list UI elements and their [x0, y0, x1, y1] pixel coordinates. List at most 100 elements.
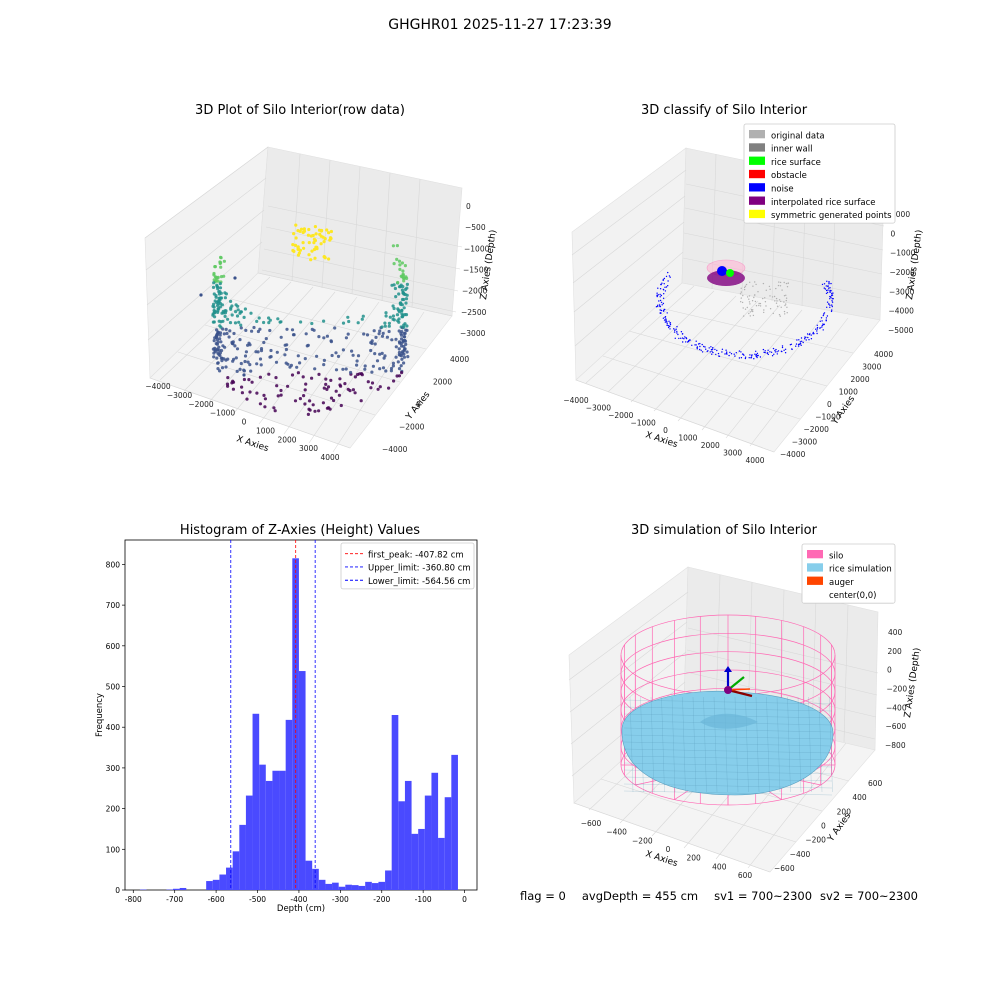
noise-point [822, 329, 824, 331]
data-point [307, 241, 311, 245]
noise-point [676, 330, 678, 333]
data-point [401, 340, 405, 344]
data-point [397, 340, 402, 344]
data-point [329, 396, 334, 400]
noise-point [825, 319, 827, 321]
data-point [334, 351, 338, 355]
data-point [276, 394, 280, 398]
data-point [294, 236, 298, 240]
data-point [236, 304, 240, 308]
data-point [394, 295, 398, 299]
data-point [334, 368, 339, 372]
noise-point [655, 306, 658, 308]
noise-point [781, 346, 784, 349]
histogram-bar [424, 795, 432, 890]
noise-point [796, 339, 798, 341]
data-point [231, 387, 235, 391]
noise-point [656, 292, 658, 294]
noise-point [831, 298, 833, 300]
rice-surface-cluster [726, 269, 734, 277]
original-point [748, 298, 750, 300]
data-point [233, 321, 238, 325]
data-point [387, 329, 391, 334]
original-point [773, 295, 776, 298]
data-point [402, 352, 406, 356]
z-tick-label: 1000 [891, 210, 910, 219]
data-point [218, 286, 223, 290]
data-point [298, 397, 302, 401]
noise-point [711, 350, 713, 352]
noise-point [726, 351, 728, 353]
noise-point [823, 287, 825, 289]
x-tick-label: −200 [632, 836, 653, 845]
data-point [224, 292, 228, 296]
data-point [394, 345, 398, 349]
data-point [224, 365, 228, 369]
data-point [329, 378, 333, 382]
noise-point [831, 294, 834, 296]
data-point [298, 361, 302, 365]
data-point [378, 329, 382, 333]
noise-point [821, 324, 823, 327]
data-point [216, 330, 220, 334]
data-point [321, 401, 325, 405]
data-point [395, 374, 399, 378]
data-point [397, 329, 401, 333]
panel-1-title: 3D Plot of Silo Interior(row data) [195, 103, 405, 118]
data-point [254, 350, 258, 354]
data-point [375, 359, 380, 363]
noise-point [669, 323, 672, 326]
noise-point [823, 313, 825, 315]
panel-1-points [199, 223, 410, 416]
original-point [775, 287, 777, 290]
data-point [286, 384, 290, 388]
noise-point [784, 348, 787, 350]
noise-point [757, 354, 759, 357]
data-point [347, 319, 351, 324]
original-point [749, 315, 751, 317]
data-point [324, 382, 328, 386]
noise-point [730, 353, 733, 355]
x-tick-label: -100 [415, 895, 432, 904]
y-tick-label: 2000 [851, 375, 870, 384]
data-point [400, 261, 404, 265]
histogram-bar [444, 797, 452, 890]
data-point [322, 386, 326, 390]
legend-swatch [749, 183, 765, 192]
histogram-x-label: Depth (cm) [277, 904, 325, 914]
data-point [390, 338, 394, 342]
y-tick-label: 400 [106, 723, 121, 732]
noise-point [781, 345, 784, 347]
data-point [344, 336, 348, 340]
x-tick-label: 4000 [320, 453, 339, 462]
data-point [213, 275, 217, 279]
noise-point [660, 283, 662, 286]
data-point [262, 393, 266, 397]
original-point [758, 302, 760, 305]
data-point [310, 249, 314, 253]
histogram-bar [371, 883, 379, 890]
original-point [772, 312, 774, 315]
noise-point [825, 285, 827, 287]
histogram-y-label: Frequency [95, 693, 105, 737]
data-point [402, 297, 406, 302]
histogram-bar [325, 883, 333, 890]
x-tick-label: 3000 [723, 449, 742, 458]
x-tick-label: 0 [666, 845, 671, 854]
noise-point [774, 349, 776, 352]
panel-1-z-axis: 0 −500 −1000 −1500 −2000 −2500 −3000 [460, 202, 490, 338]
histogram-bars [139, 558, 458, 890]
legend-swatch [749, 196, 765, 205]
histogram-bar [351, 885, 359, 890]
data-point [267, 372, 271, 376]
noise-point [661, 304, 663, 306]
noise-point [767, 353, 769, 356]
data-point [402, 361, 406, 365]
x-tick-label: −2000 [608, 411, 634, 420]
data-point [397, 292, 401, 296]
noise-point [666, 312, 668, 314]
data-point [369, 386, 373, 390]
rice-mesh-line [623, 699, 833, 705]
rice-simulation-surface [621, 691, 834, 796]
noise-point [801, 340, 803, 342]
